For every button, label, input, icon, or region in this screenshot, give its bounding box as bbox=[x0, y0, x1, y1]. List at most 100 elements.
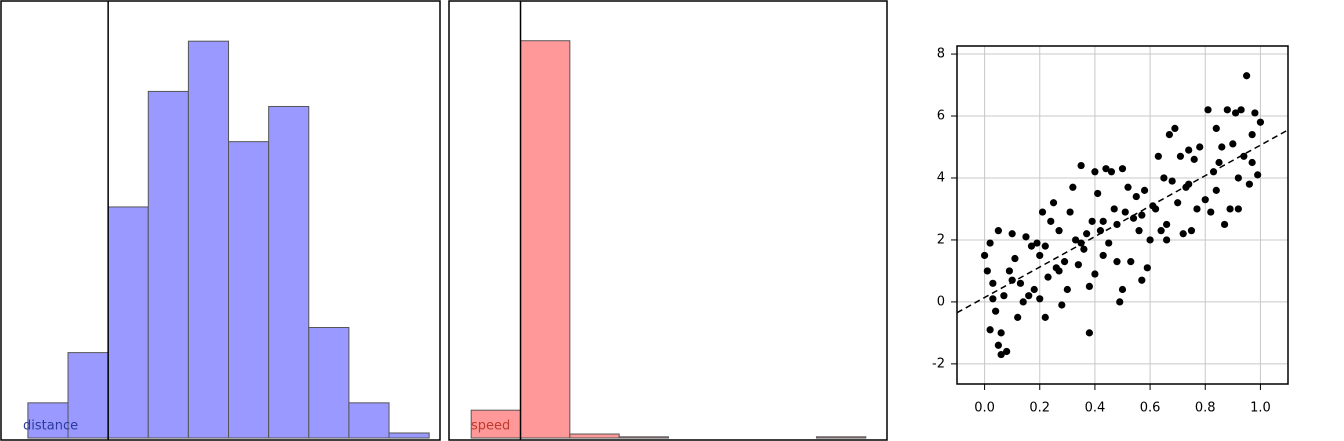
point bbox=[1160, 174, 1168, 182]
x-tick-label: 0.2 bbox=[1029, 401, 1050, 416]
point bbox=[983, 267, 991, 275]
point bbox=[1171, 124, 1179, 133]
point bbox=[1231, 109, 1240, 117]
point bbox=[994, 227, 1002, 235]
point bbox=[986, 239, 994, 247]
point bbox=[1201, 196, 1209, 204]
point bbox=[992, 307, 1000, 315]
point bbox=[997, 350, 1005, 359]
point bbox=[986, 326, 994, 334]
point bbox=[1220, 220, 1229, 229]
point bbox=[1058, 301, 1066, 309]
point bbox=[1041, 313, 1049, 321]
x-tick-label: 0.4 bbox=[1085, 401, 1106, 416]
point bbox=[1132, 192, 1140, 201]
panel-border bbox=[448, 0, 888, 441]
point bbox=[1033, 239, 1041, 247]
point bbox=[1212, 186, 1220, 194]
point bbox=[1212, 124, 1220, 133]
y-tick-label: 6 bbox=[937, 109, 945, 124]
point bbox=[1085, 282, 1093, 291]
point bbox=[1025, 292, 1033, 300]
point bbox=[1179, 230, 1187, 238]
histogram-bar bbox=[815, 436, 867, 439]
point bbox=[1143, 264, 1151, 272]
point bbox=[1063, 285, 1071, 294]
point bbox=[1176, 152, 1185, 160]
histogram-bar bbox=[107, 206, 149, 439]
point bbox=[1113, 258, 1121, 266]
point bbox=[1118, 285, 1127, 294]
point bbox=[1066, 208, 1074, 216]
point bbox=[1218, 143, 1226, 151]
point bbox=[1185, 146, 1193, 154]
point bbox=[1229, 140, 1237, 148]
point bbox=[1055, 267, 1063, 275]
point bbox=[1105, 239, 1113, 247]
point bbox=[1047, 217, 1055, 225]
point bbox=[1022, 233, 1030, 241]
point bbox=[1174, 199, 1182, 207]
point bbox=[1226, 205, 1234, 213]
point bbox=[1014, 313, 1022, 321]
point bbox=[1163, 236, 1171, 244]
variable-label: distance bbox=[23, 419, 78, 434]
point bbox=[1223, 106, 1231, 114]
point bbox=[1088, 217, 1096, 225]
x-tick-label: 1.0 bbox=[1250, 401, 1271, 416]
point bbox=[1245, 180, 1253, 188]
point bbox=[1240, 152, 1248, 160]
point bbox=[1190, 155, 1198, 163]
point bbox=[1248, 131, 1256, 139]
point bbox=[1254, 171, 1262, 179]
point bbox=[1030, 285, 1038, 294]
point bbox=[1005, 267, 1014, 275]
point bbox=[1121, 208, 1129, 216]
point bbox=[1077, 239, 1085, 247]
x-tick-label: 0.0 bbox=[974, 401, 995, 416]
x-tick-label: 0.8 bbox=[1195, 401, 1216, 416]
point bbox=[989, 279, 997, 287]
histogram-bar bbox=[228, 141, 270, 439]
histogram-bar bbox=[67, 352, 109, 439]
point bbox=[1196, 143, 1204, 151]
y-tick-label: 8 bbox=[937, 47, 945, 62]
point bbox=[1099, 217, 1107, 225]
point bbox=[1044, 273, 1052, 281]
point bbox=[1237, 106, 1245, 114]
y-tick-label: 4 bbox=[937, 170, 945, 185]
point bbox=[980, 251, 989, 260]
point bbox=[1193, 205, 1201, 213]
y-tick-label: -2 bbox=[932, 356, 945, 371]
point bbox=[1011, 254, 1019, 263]
point bbox=[994, 341, 1002, 349]
histogram-bar bbox=[569, 433, 620, 439]
point bbox=[1234, 174, 1242, 182]
point bbox=[1163, 220, 1171, 229]
point bbox=[1000, 292, 1008, 300]
point bbox=[1110, 205, 1118, 213]
point bbox=[1168, 177, 1176, 185]
point bbox=[997, 329, 1005, 337]
point bbox=[1099, 251, 1107, 260]
histogram-bar bbox=[147, 90, 189, 439]
point bbox=[1008, 230, 1016, 238]
point bbox=[1243, 72, 1251, 80]
point bbox=[1248, 158, 1256, 167]
histogram-bar bbox=[268, 105, 310, 439]
point bbox=[1215, 158, 1223, 167]
point bbox=[1102, 165, 1110, 173]
point bbox=[1036, 295, 1044, 303]
point bbox=[1055, 227, 1063, 235]
point bbox=[1140, 186, 1149, 194]
point bbox=[989, 295, 997, 303]
point bbox=[1124, 183, 1132, 191]
point bbox=[1157, 227, 1165, 235]
histogram-bar bbox=[520, 40, 571, 439]
point bbox=[1072, 236, 1080, 244]
point bbox=[1060, 258, 1069, 266]
point bbox=[1234, 205, 1242, 213]
point bbox=[1027, 242, 1036, 250]
point bbox=[1116, 298, 1124, 306]
